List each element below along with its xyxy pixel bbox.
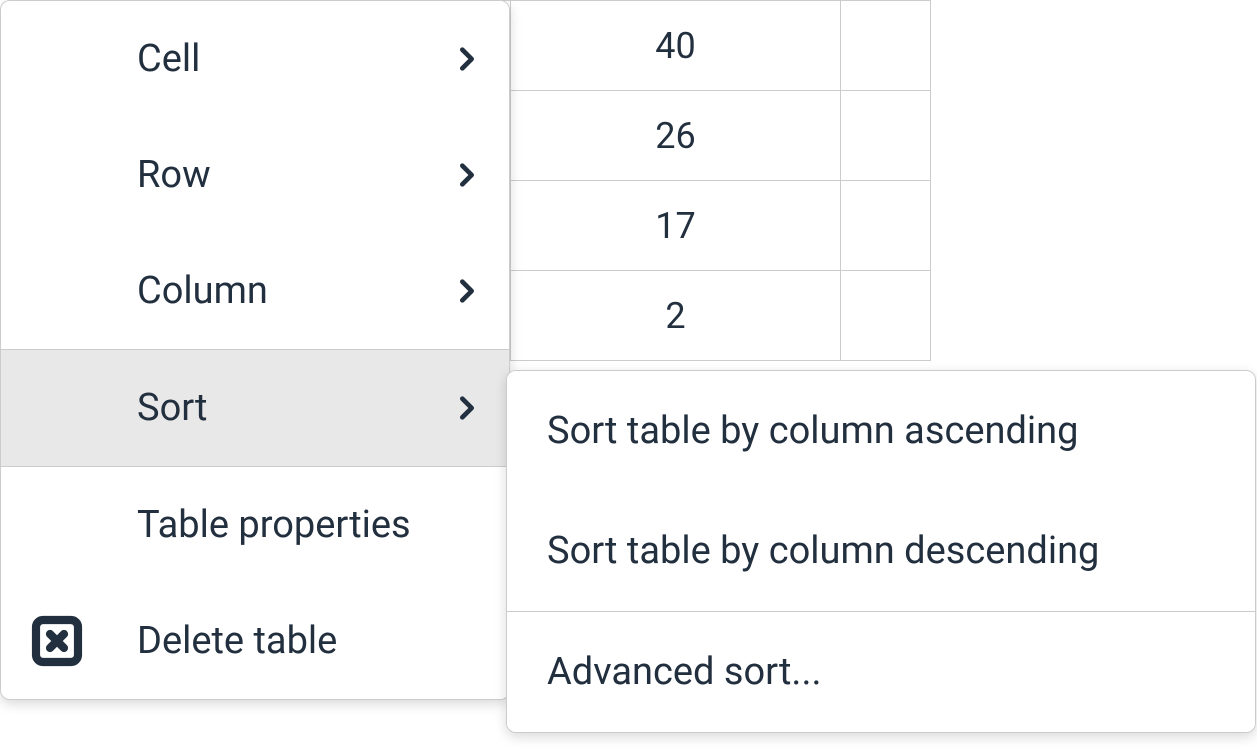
menu-item-label: Delete table: [137, 619, 481, 663]
menu-item-table-properties[interactable]: Table properties: [1, 467, 509, 583]
menu-item-label: Advanced sort...: [547, 650, 1215, 694]
cell[interactable]: [841, 271, 931, 361]
chevron-right-icon: [441, 45, 481, 73]
menu-item-label: Row: [137, 153, 441, 197]
menu-item-label: Column: [137, 269, 441, 313]
cell[interactable]: 40: [511, 1, 841, 91]
cell[interactable]: [841, 91, 931, 181]
cell[interactable]: 17: [511, 181, 841, 271]
submenu-item-sort-ascending[interactable]: Sort table by column ascending: [507, 371, 1255, 491]
chevron-right-icon: [441, 161, 481, 189]
menu-item-label: Cell: [137, 37, 441, 81]
chevron-right-icon: [441, 394, 481, 422]
chevron-right-icon: [441, 277, 481, 305]
cell[interactable]: [841, 181, 931, 271]
menu-item-label: Sort: [137, 386, 441, 430]
menu-item-row[interactable]: Row: [1, 117, 509, 233]
submenu-item-advanced-sort[interactable]: Advanced sort...: [507, 612, 1255, 732]
menu-item-label: Sort table by column ascending: [547, 409, 1215, 453]
menu-item-label: Table properties: [137, 503, 481, 547]
sort-submenu: Sort table by column ascending Sort tabl…: [506, 370, 1256, 733]
menu-item-sort[interactable]: Sort: [1, 350, 509, 466]
cell[interactable]: 2: [511, 271, 841, 361]
menu-item-cell[interactable]: Cell: [1, 1, 509, 117]
menu-item-column[interactable]: Column: [1, 233, 509, 349]
cell[interactable]: [841, 1, 931, 91]
submenu-item-sort-descending[interactable]: Sort table by column descending: [507, 491, 1255, 611]
cell[interactable]: 26: [511, 91, 841, 181]
menu-item-delete-table[interactable]: Delete table: [1, 583, 509, 699]
menu-item-label: Sort table by column descending: [547, 529, 1215, 573]
table-context-menu: Cell Row Column Sort Table properties: [0, 0, 510, 700]
delete-table-icon: [29, 613, 137, 669]
